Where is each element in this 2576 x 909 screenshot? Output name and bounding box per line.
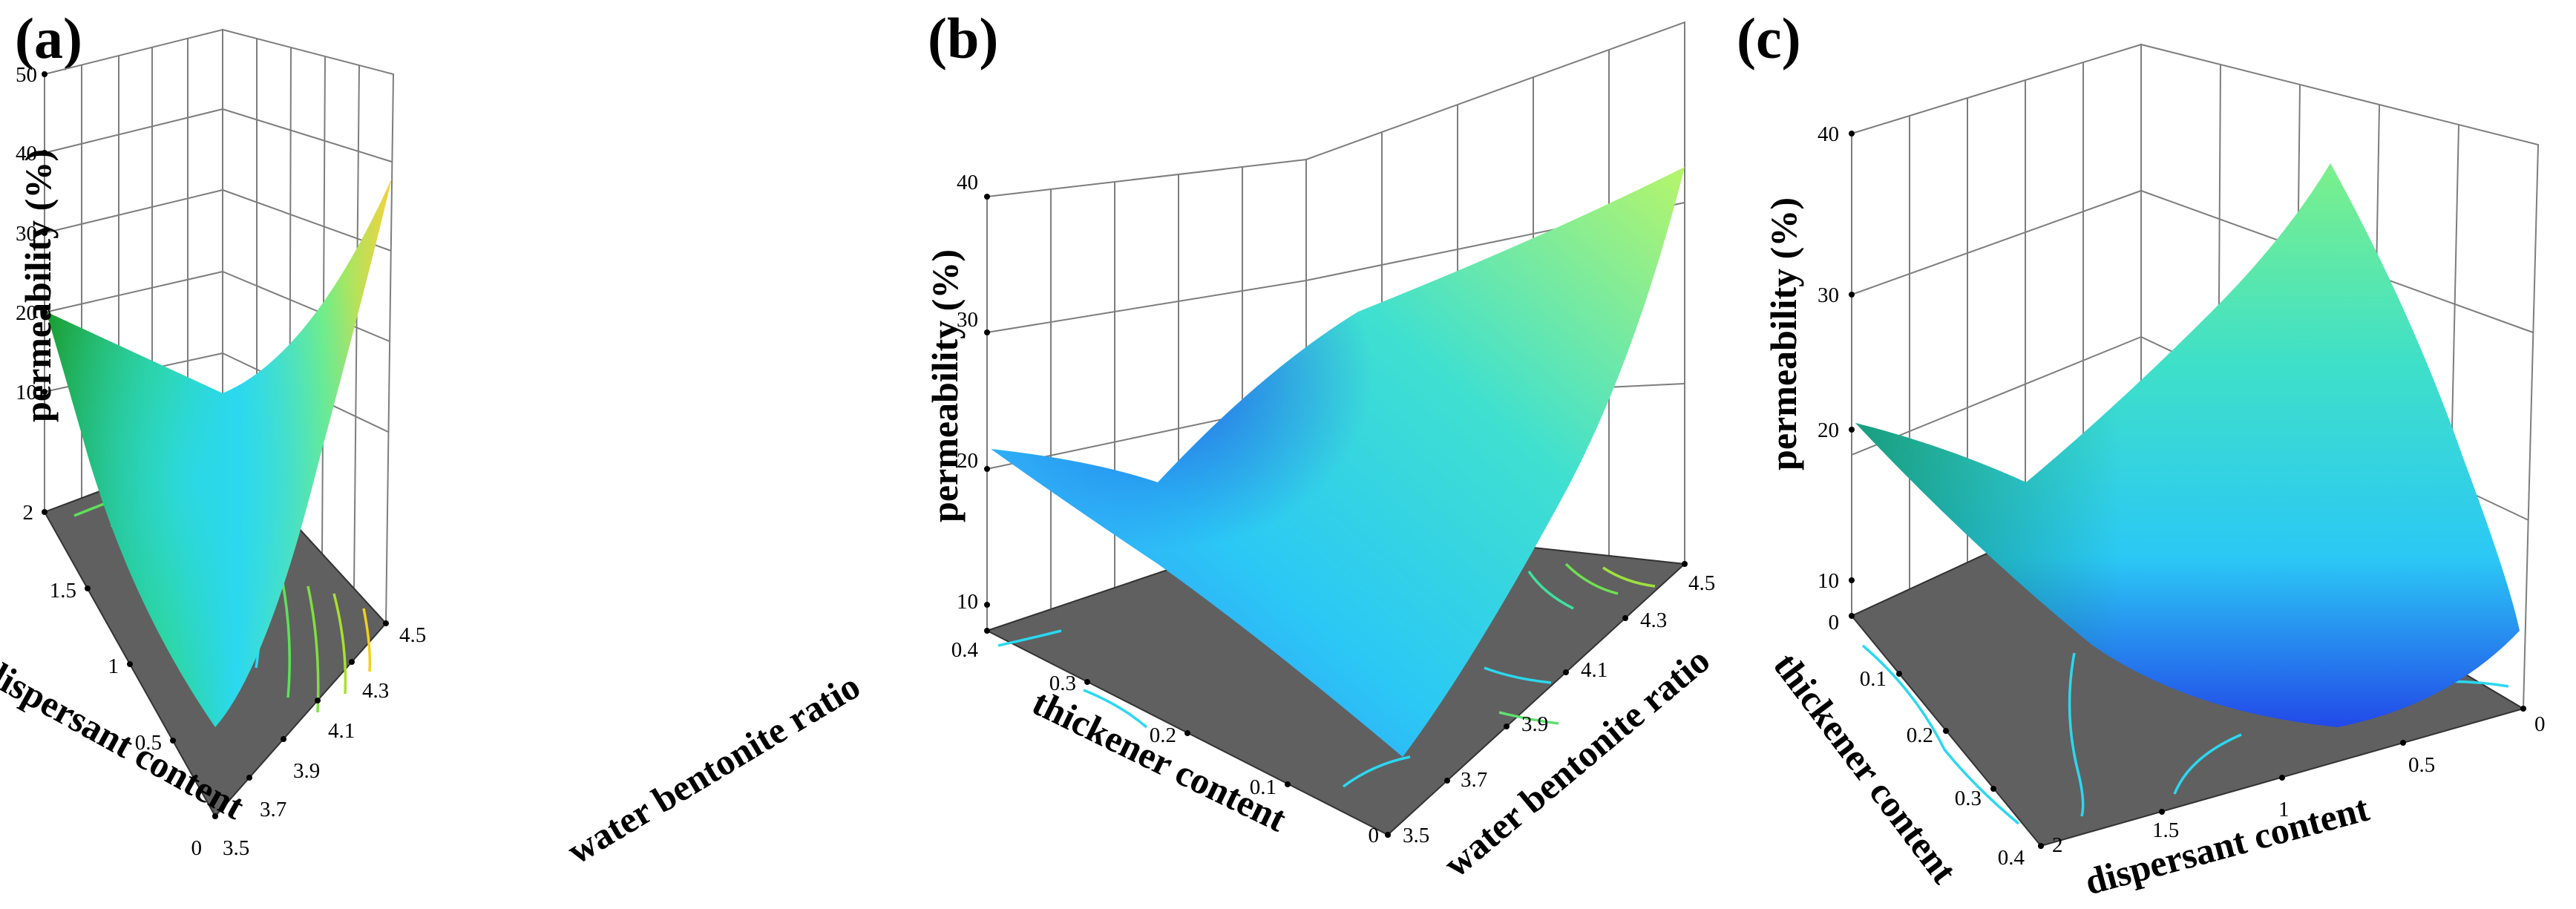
surface [46, 178, 392, 727]
x-tick: 0 [191, 836, 203, 860]
z-tick: 20 [16, 301, 37, 325]
z-ticks: 40 30 20 10 [957, 171, 990, 614]
x-tick: 0 [1369, 824, 1380, 847]
x-tick: 0.3 [1955, 787, 1982, 810]
x-tick: 1.5 [50, 579, 76, 603]
y-tick: 1 [2278, 798, 2290, 821]
x-tick: 0 [1829, 611, 1840, 634]
y-tick: 1.5 [2152, 818, 2179, 842]
y-tick: 0 [2534, 712, 2546, 736]
y-ticks: 3.5 3.7 3.9 4.1 4.3 4.5 [1385, 561, 1715, 847]
y-tick: 4.1 [328, 719, 355, 743]
x-tick: 2 [23, 501, 34, 525]
y-tick: 4.1 [1581, 658, 1607, 682]
panel-b: (b) [924, 6, 1717, 885]
panel-label: (b) [928, 6, 998, 70]
z-tick: 40 [957, 171, 978, 194]
y-tick: 4.3 [1640, 608, 1667, 632]
x-tick: 1 [108, 654, 119, 678]
y-tick: 4.5 [1688, 571, 1715, 595]
panel-label: (a) [15, 6, 82, 70]
floor-contours [1861, 644, 2509, 825]
x-ticks: 0.4 0.3 0.2 0.1 0 [951, 628, 1391, 847]
z-tick: 40 [16, 142, 37, 165]
x-tick: 0.1 [1250, 775, 1276, 799]
panel-label: (c) [1737, 6, 1801, 70]
y-tick: 3.5 [1403, 824, 1429, 847]
x-tick: 0.2 [1150, 723, 1176, 747]
x-ticks: 2 1.5 1 0.5 0 [23, 501, 218, 860]
x-tick: 0.4 [1998, 846, 2025, 870]
panel-a: (a) [0, 6, 867, 872]
x-tick: 0.1 [1860, 667, 1887, 691]
y-tick: 0.5 [2408, 753, 2435, 777]
z-axis-title: permeability (%) [17, 149, 59, 422]
y-ticks: 3.5 3.7 3.9 4.1 4.3 4.5 [212, 620, 426, 860]
z-tick: 40 [1818, 122, 1839, 146]
surface [991, 167, 1685, 757]
y-axis-title: water bentonite ratio [560, 665, 867, 872]
z-tick: 30 [16, 222, 37, 246]
x-tick: 0.4 [951, 638, 979, 662]
z-ticks: 50 40 30 20 10 [16, 63, 47, 404]
x-tick: 0.5 [135, 731, 162, 755]
x-tick: 0.3 [1049, 672, 1076, 695]
z-tick: 20 [1818, 419, 1839, 442]
x-tick: 0.2 [1907, 723, 1933, 747]
z-ticks: 40 30 20 10 [1818, 122, 1855, 593]
y-tick: 3.7 [1461, 768, 1487, 792]
z-axis-title: permeability (%) [924, 249, 966, 522]
z-tick: 30 [1818, 283, 1839, 307]
z-tick: 10 [957, 590, 978, 614]
z-tick: 50 [16, 63, 37, 87]
z-tick: 20 [957, 449, 978, 473]
z-tick: 30 [957, 308, 978, 332]
z-axis-title: permeability (%) [1763, 197, 1804, 470]
y-tick: 2 [2052, 833, 2063, 857]
x-ticks: 0 0.1 0.2 0.3 0.4 [1829, 611, 2044, 870]
surface [1855, 163, 2520, 727]
y-tick: 3.9 [1521, 712, 1548, 736]
panel-c: (c) 40 [1737, 6, 2546, 902]
y-tick: 4.3 [362, 679, 389, 703]
z-tick: 10 [1818, 569, 1839, 593]
y-ticks: 2 1.5 1 0.5 0 [2038, 706, 2546, 857]
z-tick: 10 [16, 381, 37, 404]
y-tick: 3.7 [260, 798, 286, 821]
y-tick: 3.9 [293, 759, 320, 783]
y-tick: 4.5 [399, 623, 426, 647]
y-tick: 3.5 [223, 836, 249, 860]
